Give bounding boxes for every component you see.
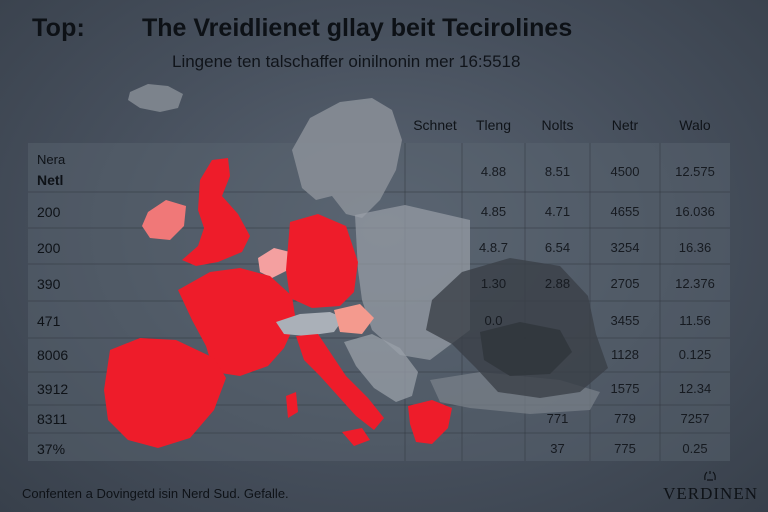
balkans-shape (344, 334, 418, 402)
table-cell: 16.036 (675, 204, 715, 219)
table-cell: 4.88 (480, 164, 507, 179)
footer-caption: Confenten a Dovingetd isin Nerd Sud. Gef… (22, 486, 289, 501)
greece-shape (408, 400, 452, 444)
table-cell: 4.8.7 (479, 240, 508, 255)
page-title: The Vreidlienet gllay beit Tecirolines (142, 14, 573, 42)
row-label: 200 (37, 240, 61, 256)
table-cell: 37 (550, 441, 565, 456)
france-shape (178, 268, 296, 376)
column-header-tleng: Tleng (475, 117, 512, 133)
column-header-netr: Netr (611, 117, 639, 133)
sardinia-shape (286, 392, 298, 418)
table-cell: 12.34 (678, 381, 712, 396)
table-cell: 3254 (610, 240, 640, 255)
table-cell: 1.30 (480, 276, 507, 291)
table-cell: 11.56 (679, 313, 711, 328)
table-cell: 16.36 (678, 240, 712, 255)
page-subtitle: Lingene ten talschaffer oinilnonin mer 1… (172, 52, 521, 71)
table-cell: 4.71 (544, 204, 571, 219)
table-cell: 2705 (610, 276, 640, 291)
table-cell: 771 (546, 411, 569, 426)
table-cell: 3455 (610, 313, 640, 328)
brand-logo: VERDINEN (663, 484, 758, 503)
title-prefix: Top: (32, 14, 86, 42)
column-header-nolts: Nolts (541, 117, 574, 133)
row-label: 3912 (37, 381, 69, 397)
row-label: 8006 (37, 347, 69, 363)
table-cell: 1575 (610, 381, 640, 396)
table-cell: 6.54 (544, 240, 571, 255)
row-label: 37% (37, 441, 66, 457)
table-cell: 0.0 (484, 313, 503, 328)
table-cell: 775 (614, 441, 636, 456)
sicily-shape (342, 428, 370, 446)
alps-shape (276, 312, 344, 336)
table-cell: 7257 (680, 411, 710, 426)
row-header-label: Netl (37, 172, 64, 188)
table-cell: 12.376 (675, 276, 715, 291)
table-cell: 4500 (610, 164, 640, 179)
table-cell: 2.88 (544, 276, 571, 291)
table-cell: 4655 (610, 204, 640, 219)
scandinavia-shape (292, 98, 402, 218)
column-header-schnet: Schnet (413, 117, 457, 133)
benelux-shape (258, 248, 290, 278)
black-sea-shape (480, 322, 572, 376)
great-britain-shape (182, 158, 250, 266)
table-cell: 0.125 (678, 347, 712, 362)
row-label: 8311 (37, 411, 68, 427)
column-header-walo: Walo (679, 117, 711, 133)
table-cell: 4.85 (480, 204, 507, 219)
iberia-shape (104, 338, 226, 448)
table-cell: 0.25 (682, 441, 708, 456)
iceland-shape (128, 84, 183, 112)
table-cell: 8.51 (544, 164, 571, 179)
hungary-shape (334, 304, 374, 334)
germany-shape (286, 214, 358, 308)
row-label: 390 (37, 276, 61, 292)
row-header-label: Nera (37, 152, 66, 167)
table-cell: 1128 (611, 347, 639, 362)
laurel-crown-icon (704, 471, 716, 481)
italy-shape (296, 334, 384, 430)
table-cell: 12.575 (675, 164, 715, 179)
ireland-shape (142, 200, 186, 240)
table-cell: 779 (614, 411, 636, 426)
row-label: 471 (37, 313, 61, 329)
row-label: 200 (37, 204, 61, 220)
